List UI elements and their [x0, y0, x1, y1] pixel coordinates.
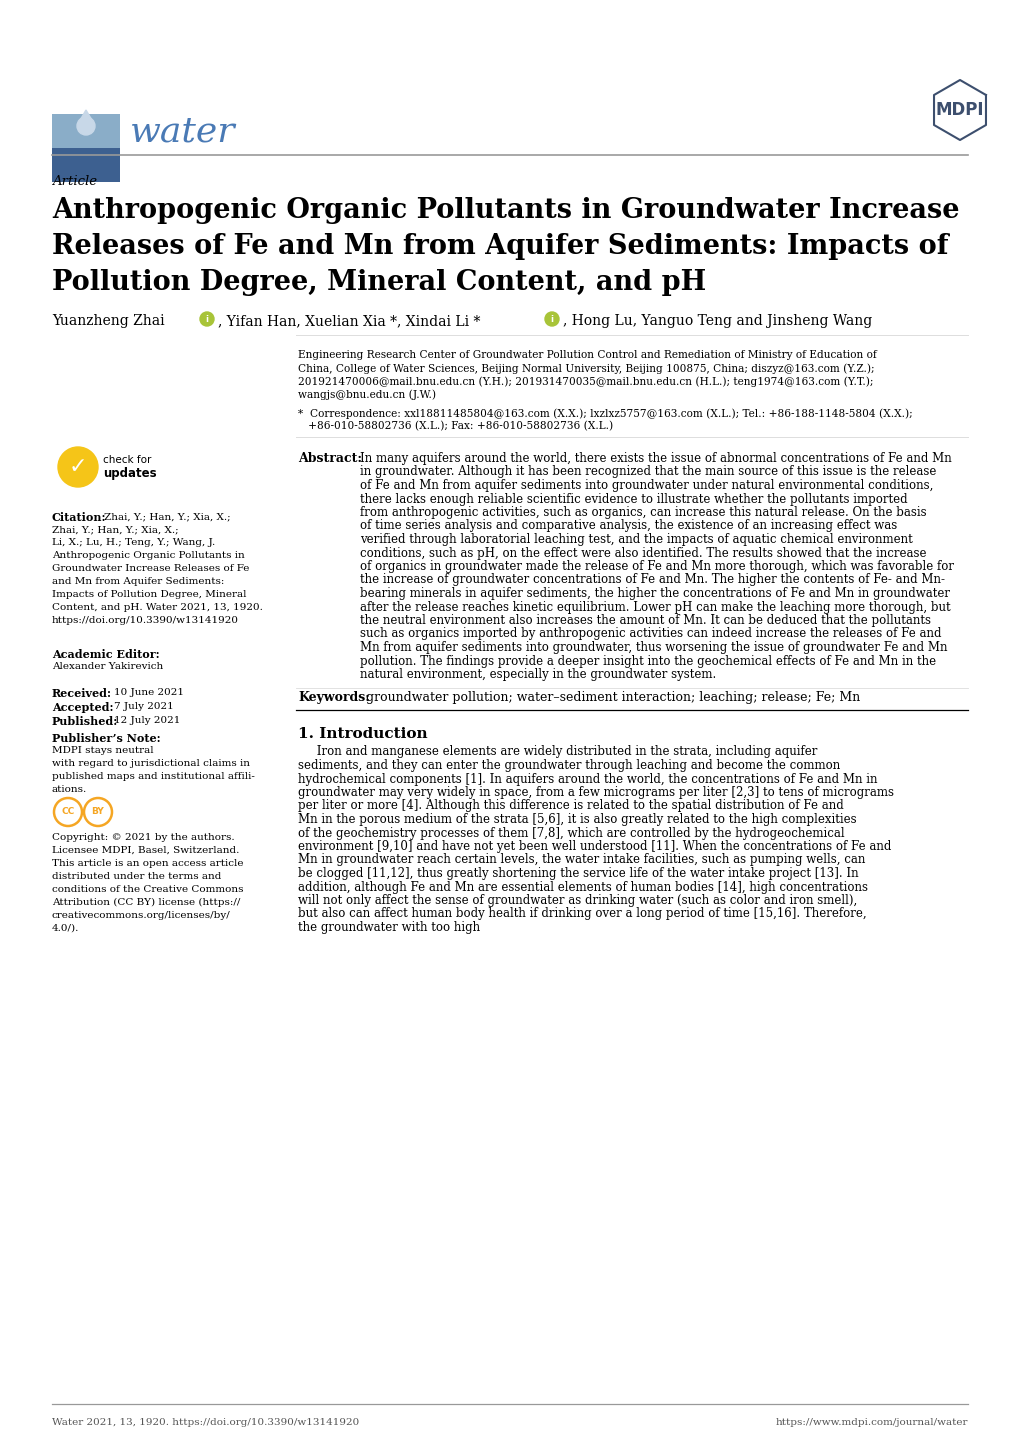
Text: Article: Article	[52, 174, 97, 187]
Text: Accepted:: Accepted:	[52, 702, 113, 712]
Text: Published:: Published:	[52, 717, 118, 727]
Text: https://doi.org/10.3390/w13141920: https://doi.org/10.3390/w13141920	[52, 616, 238, 624]
Text: Releases of Fe and Mn from Aquifer Sediments: Impacts of: Releases of Fe and Mn from Aquifer Sedim…	[52, 234, 948, 260]
Text: creativecommons.org/licenses/by/: creativecommons.org/licenses/by/	[52, 911, 230, 920]
Text: verified through laboratorial leaching test, and the impacts of aquatic chemical: verified through laboratorial leaching t…	[360, 534, 912, 547]
Text: 7 July 2021: 7 July 2021	[114, 702, 173, 711]
Text: Iron and manganese elements are widely distributed in the strata, including aqui: Iron and manganese elements are widely d…	[298, 746, 816, 758]
Text: conditions of the Creative Commons: conditions of the Creative Commons	[52, 885, 244, 894]
Text: groundwater may very widely in space, from a few micrograms per liter [2,3] to t: groundwater may very widely in space, fr…	[298, 786, 893, 799]
Text: water: water	[129, 114, 235, 149]
Text: Mn from aquifer sediments into groundwater, thus worsening the issue of groundwa: Mn from aquifer sediments into groundwat…	[360, 642, 947, 655]
Text: *  Correspondence: xxl18811485804@163.com (X.X.); lxzlxz5757@163.com (X.L.); Tel: * Correspondence: xxl18811485804@163.com…	[298, 408, 912, 418]
Text: the increase of groundwater concentrations of Fe and Mn. The higher the contents: the increase of groundwater concentratio…	[360, 574, 944, 587]
Text: the groundwater with too high: the groundwater with too high	[298, 921, 480, 934]
Text: of Fe and Mn from aquifer sediments into groundwater under natural environmental: of Fe and Mn from aquifer sediments into…	[360, 479, 932, 492]
Polygon shape	[78, 110, 93, 123]
Text: the neutral environment also increases the amount of Mn. It can be deduced that : the neutral environment also increases t…	[360, 614, 930, 627]
Circle shape	[544, 311, 558, 326]
Text: ✓: ✓	[68, 457, 88, 477]
Text: Water 2021, 13, 1920. https://doi.org/10.3390/w13141920: Water 2021, 13, 1920. https://doi.org/10…	[52, 1417, 359, 1428]
Text: there lacks enough reliable scientific evidence to illustrate whether the pollut: there lacks enough reliable scientific e…	[360, 493, 907, 506]
Text: be clogged [11,12], thus greatly shortening the service life of the water intake: be clogged [11,12], thus greatly shorten…	[298, 867, 858, 880]
Bar	[52, 149, 120, 182]
Text: natural environment, especially in the groundwater system.: natural environment, especially in the g…	[360, 668, 715, 681]
Text: 10 June 2021: 10 June 2021	[114, 688, 183, 696]
Text: groundwater pollution; water–sediment interaction; leaching; release; Fe; Mn: groundwater pollution; water–sediment in…	[366, 692, 859, 705]
Text: BY: BY	[92, 808, 104, 816]
Text: will not only affect the sense of groundwater as drinking water (such as color a: will not only affect the sense of ground…	[298, 894, 856, 907]
Text: https://www.mdpi.com/journal/water: https://www.mdpi.com/journal/water	[774, 1417, 967, 1428]
Text: Attribution (CC BY) license (https://: Attribution (CC BY) license (https://	[52, 898, 240, 907]
Text: Copyright: © 2021 by the authors.: Copyright: © 2021 by the authors.	[52, 833, 234, 842]
Text: Publisher’s Note:: Publisher’s Note:	[52, 733, 160, 744]
Text: 201921470006@mail.bnu.edu.cn (Y.H.); 201931470035@mail.bnu.edu.cn (H.L.); teng19: 201921470006@mail.bnu.edu.cn (Y.H.); 201…	[298, 376, 872, 386]
Text: after the release reaches kinetic equilibrium. Lower pH can make the leaching mo: after the release reaches kinetic equili…	[360, 600, 950, 613]
Text: environment [9,10] and have not yet been well understood [11]. When the concentr: environment [9,10] and have not yet been…	[298, 841, 891, 854]
Bar	[52, 114, 120, 149]
Text: of the geochemistry processes of them [7,8], which are controlled by the hydroge: of the geochemistry processes of them [7…	[298, 826, 844, 839]
Text: Anthropogenic Organic Pollutants in Groundwater Increase: Anthropogenic Organic Pollutants in Grou…	[52, 198, 959, 224]
Text: Content, and pH. Water 2021, 13, 1920.: Content, and pH. Water 2021, 13, 1920.	[52, 603, 263, 611]
Text: such as organics imported by anthropogenic activities can indeed increase the re: such as organics imported by anthropogen…	[360, 627, 941, 640]
Text: Mn in groundwater reach certain levels, the water intake facilities, such as pum: Mn in groundwater reach certain levels, …	[298, 854, 864, 867]
Text: Abstract:: Abstract:	[298, 451, 362, 464]
Text: 12 July 2021: 12 July 2021	[114, 717, 180, 725]
Text: and Mn from Aquifer Sediments:: and Mn from Aquifer Sediments:	[52, 577, 224, 585]
Text: hydrochemical components [1]. In aquifers around the world, the concentrations o: hydrochemical components [1]. In aquifer…	[298, 773, 876, 786]
Text: check for: check for	[103, 456, 151, 464]
Text: Zhai, Y.; Han, Y.; Xia, X.;: Zhai, Y.; Han, Y.; Xia, X.;	[104, 512, 230, 521]
Text: This article is an open access article: This article is an open access article	[52, 859, 244, 868]
Text: MDPI: MDPI	[934, 101, 983, 120]
Text: , Yifan Han, Xuelian Xia *, Xindai Li *: , Yifan Han, Xuelian Xia *, Xindai Li *	[218, 314, 480, 327]
Text: conditions, such as pH, on the effect were also identified. The results showed t: conditions, such as pH, on the effect we…	[360, 547, 925, 559]
Text: in groundwater. Although it has been recognized that the main source of this iss: in groundwater. Although it has been rec…	[360, 466, 935, 479]
Text: Keywords:: Keywords:	[298, 692, 370, 705]
Text: Engineering Research Center of Groundwater Pollution Control and Remediation of : Engineering Research Center of Groundwat…	[298, 350, 876, 360]
Text: i: i	[550, 314, 553, 323]
Text: sediments, and they can enter the groundwater through leaching and become the co: sediments, and they can enter the ground…	[298, 758, 840, 771]
Text: Pollution Degree, Mineral Content, and pH: Pollution Degree, Mineral Content, and p…	[52, 270, 705, 296]
Text: Zhai, Y.; Han, Y.; Xia, X.;: Zhai, Y.; Han, Y.; Xia, X.;	[52, 525, 178, 534]
Text: 4.0/).: 4.0/).	[52, 924, 79, 933]
Text: Academic Editor:: Academic Editor:	[52, 649, 159, 660]
Text: 1. Introduction: 1. Introduction	[298, 728, 427, 741]
Text: wangjs@bnu.edu.cn (J.W.): wangjs@bnu.edu.cn (J.W.)	[298, 389, 435, 399]
Text: In many aquifers around the world, there exists the issue of abnormal concentrat: In many aquifers around the world, there…	[360, 451, 951, 464]
Text: but also can affect human body health if drinking over a long period of time [15: but also can affect human body health if…	[298, 907, 866, 920]
Text: , Hong Lu, Yanguo Teng and Jinsheng Wang: , Hong Lu, Yanguo Teng and Jinsheng Wang	[562, 314, 871, 327]
Text: Received:: Received:	[52, 688, 112, 699]
Text: published maps and institutional affili-: published maps and institutional affili-	[52, 771, 255, 782]
Text: Yuanzheng Zhai: Yuanzheng Zhai	[52, 314, 169, 327]
Text: bearing minerals in aquifer sediments, the higher the concentrations of Fe and M: bearing minerals in aquifer sediments, t…	[360, 587, 949, 600]
Text: i: i	[205, 314, 208, 323]
Text: China, College of Water Sciences, Beijing Normal University, Beijing 100875, Chi: China, College of Water Sciences, Beijin…	[298, 363, 873, 373]
Text: Li, X.; Lu, H.; Teng, Y.; Wang, J.: Li, X.; Lu, H.; Teng, Y.; Wang, J.	[52, 538, 215, 547]
Text: Licensee MDPI, Basel, Switzerland.: Licensee MDPI, Basel, Switzerland.	[52, 846, 239, 855]
Text: Mn in the porous medium of the strata [5,6], it is also greatly related to the h: Mn in the porous medium of the strata [5…	[298, 813, 856, 826]
Text: Citation:: Citation:	[52, 512, 106, 523]
Text: of organics in groundwater made the release of Fe and Mn more thorough, which wa: of organics in groundwater made the rele…	[360, 559, 953, 572]
Text: updates: updates	[103, 467, 157, 480]
Circle shape	[58, 447, 98, 487]
Text: Groundwater Increase Releases of Fe: Groundwater Increase Releases of Fe	[52, 564, 249, 572]
Text: ations.: ations.	[52, 784, 88, 795]
Text: pollution. The findings provide a deeper insight into the geochemical effects of: pollution. The findings provide a deeper…	[360, 655, 935, 668]
Text: Alexander Yakirevich: Alexander Yakirevich	[52, 662, 163, 671]
Text: addition, although Fe and Mn are essential elements of human bodies [14], high c: addition, although Fe and Mn are essenti…	[298, 881, 867, 894]
Text: MDPI stays neutral: MDPI stays neutral	[52, 746, 154, 756]
Circle shape	[76, 117, 95, 136]
Text: Anthropogenic Organic Pollutants in: Anthropogenic Organic Pollutants in	[52, 551, 245, 559]
Text: +86-010-58802736 (X.L.); Fax: +86-010-58802736 (X.L.): +86-010-58802736 (X.L.); Fax: +86-010-58…	[298, 421, 612, 431]
Text: CC: CC	[61, 808, 74, 816]
Text: distributed under the terms and: distributed under the terms and	[52, 872, 221, 881]
Text: of time series analysis and comparative analysis, the existence of an increasing: of time series analysis and comparative …	[360, 519, 897, 532]
Text: with regard to jurisdictional claims in: with regard to jurisdictional claims in	[52, 758, 250, 769]
Text: Impacts of Pollution Degree, Mineral: Impacts of Pollution Degree, Mineral	[52, 590, 247, 598]
Text: from anthropogenic activities, such as organics, can increase this natural relea: from anthropogenic activities, such as o…	[360, 506, 925, 519]
Circle shape	[200, 311, 214, 326]
Text: per liter or more [4]. Although this difference is related to the spatial distri: per liter or more [4]. Although this dif…	[298, 799, 843, 812]
